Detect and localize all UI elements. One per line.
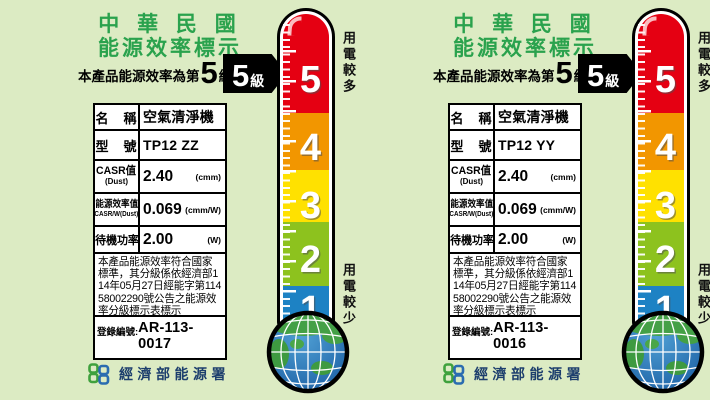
casr-value: 2.40 — [143, 167, 174, 185]
level-3-number: 3 — [299, 185, 322, 227]
standby-label: 待機功率 — [94, 234, 139, 247]
globe-icon — [266, 310, 350, 394]
agency-name: 經濟部能源署 — [119, 366, 230, 382]
energy-label-card-left: 中 華 民 國 能源效率標示 本產品能源效率為第5級 5 級 名 稱 空氣清淨機… — [55, 8, 356, 395]
thermometer-gauge: 5 4 3 2 1 — [632, 8, 690, 330]
label-title: 中 華 民 國 能源效率標示 — [410, 13, 640, 60]
casr-label: CASR值 — [451, 165, 492, 178]
uses-more-power-label: 用電較多 — [341, 31, 356, 95]
energy-administration-logo-icon — [443, 363, 465, 385]
efficiency-value: 0.069 — [143, 200, 182, 218]
thermometer-gauge: 5 4 3 2 1 — [277, 8, 335, 330]
table-row-name: 名 稱 空氣清淨機 — [450, 105, 580, 131]
efficiency-value: 0.069 — [498, 200, 537, 218]
title-line1: 中 華 民 國 — [453, 13, 597, 36]
globe-icon — [621, 310, 705, 394]
level-5-number: 5 — [654, 59, 677, 101]
name-value: 空氣清淨機 — [498, 109, 569, 125]
casr-value: 2.40 — [498, 167, 529, 185]
grade-badge-number: 5 — [587, 57, 605, 93]
grade-sentence: 本產品能源效率為第5級 — [433, 55, 587, 90]
scale-major-ticks — [283, 50, 296, 310]
agency-footer: 經濟部能源署 — [443, 363, 585, 385]
globe-bulb — [619, 307, 707, 395]
globe-bulb — [264, 307, 352, 395]
level-2-number: 2 — [654, 239, 677, 281]
model-value: TP12 YY — [498, 137, 556, 153]
level-4-number: 4 — [654, 127, 677, 169]
level-2-number: 2 — [299, 239, 322, 281]
compliance-notice: 本產品能源效率符合國家標準，其分級係依經濟部114年05月27日經能字第1145… — [450, 254, 580, 317]
table-row-efficiency: 能源效率值 CASR/W(Dust) 0.069 (cmm/W) — [95, 194, 225, 227]
table-row-model: 型 號 TP12 YY — [450, 131, 580, 161]
casr-sublabel: (Dust) — [104, 176, 129, 186]
uses-more-power-label: 用電較多 — [696, 31, 710, 95]
standby-label: 待機功率 — [449, 234, 494, 247]
efficiency-label: 能源效率值 — [450, 199, 493, 211]
registration-label: 登錄編號: — [452, 327, 494, 338]
table-row-standby: 待機功率 2.00 (W) — [450, 227, 580, 254]
efficiency-label: 能源效率值 — [95, 199, 138, 211]
casr-sublabel: (Dust) — [459, 176, 484, 186]
level-4-number: 4 — [299, 127, 322, 169]
grade-sentence-digit: 5 — [555, 55, 573, 90]
level-3-number: 3 — [654, 185, 677, 227]
efficiency-sublabel: CASR/W(Dust) — [449, 210, 494, 218]
energy-administration-logo-icon — [88, 363, 110, 385]
title-line2: 能源效率標示 — [453, 36, 597, 60]
title-line2: 能源效率標示 — [98, 36, 242, 60]
grade-badge-arrow: 5 級 — [223, 54, 287, 93]
grade-sentence-prefix: 本產品能源效率為第 — [78, 69, 200, 85]
efficiency-unit: (cmm/W) — [185, 204, 221, 215]
registration-label: 登錄編號: — [97, 327, 139, 338]
grade-sentence: 本產品能源效率為第5級 — [78, 55, 232, 90]
table-row-standby: 待機功率 2.00 (W) — [95, 227, 225, 254]
registration-row: 登錄編號: AR-113-0016 — [450, 317, 580, 358]
model-value: TP12 ZZ — [143, 137, 199, 153]
uses-less-power-label: 用電較少 — [696, 263, 710, 327]
standby-unit: (W) — [562, 234, 576, 245]
efficiency-sublabel: CASR/W(Dust) — [94, 210, 139, 218]
table-row-casr: CASR值 (Dust) 2.40 (cmm) — [450, 161, 580, 194]
grade-badge-arrow: 5 級 — [578, 54, 642, 93]
scale-major-ticks — [638, 50, 651, 310]
energy-label-card-right: 中 華 民 國 能源效率標示 本產品能源效率為第5級 5 級 名 稱 空氣清淨機… — [355, 0, 710, 400]
level-5-number: 5 — [299, 59, 322, 101]
spec-table: 名 稱 空氣清淨機 型 號 TP12 YY CASR值 (Dust) 2.40 … — [448, 103, 582, 360]
casr-label: CASR值 — [96, 165, 137, 178]
registration-number: AR-113-0016 — [493, 320, 549, 352]
grade-sentence-digit: 5 — [200, 55, 218, 90]
grade-badge-suffix: 級 — [605, 72, 620, 89]
model-label: 型 號 — [95, 138, 138, 154]
table-row-model: 型 號 TP12 ZZ — [95, 131, 225, 161]
registration-number: AR-113-0017 — [138, 320, 194, 352]
name-label: 名 稱 — [95, 110, 138, 126]
casr-unit: (cmm) — [550, 171, 576, 182]
standby-value: 2.00 — [143, 230, 174, 248]
label-title: 中 華 民 國 能源效率標示 — [55, 13, 285, 60]
name-value: 空氣清淨機 — [143, 109, 214, 125]
standby-value: 2.00 — [498, 230, 529, 248]
name-label: 名 稱 — [450, 110, 493, 126]
agency-name: 經濟部能源署 — [474, 366, 585, 382]
table-row-efficiency: 能源效率值 CASR/W(Dust) 0.069 (cmm/W) — [450, 194, 580, 227]
uses-less-power-label: 用電較少 — [341, 263, 356, 327]
spec-table: 名 稱 空氣清淨機 型 號 TP12 ZZ CASR值 (Dust) 2.40 … — [93, 103, 227, 360]
table-row-name: 名 稱 空氣清淨機 — [95, 105, 225, 131]
registration-row: 登錄編號: AR-113-0017 — [95, 317, 225, 358]
grade-badge-suffix: 級 — [250, 72, 265, 89]
grade-badge-number: 5 — [232, 57, 250, 93]
casr-unit: (cmm) — [195, 171, 221, 182]
grade-sentence-prefix: 本產品能源效率為第 — [433, 69, 555, 85]
title-line1: 中 華 民 國 — [98, 13, 242, 36]
efficiency-unit: (cmm/W) — [540, 204, 576, 215]
agency-footer: 經濟部能源署 — [88, 363, 230, 385]
table-row-casr: CASR值 (Dust) 2.40 (cmm) — [95, 161, 225, 194]
compliance-notice: 本產品能源效率符合國家標準，其分級係依經濟部114年05月27日經能字第1145… — [95, 254, 225, 317]
model-label: 型 號 — [450, 138, 493, 154]
standby-unit: (W) — [207, 234, 221, 245]
